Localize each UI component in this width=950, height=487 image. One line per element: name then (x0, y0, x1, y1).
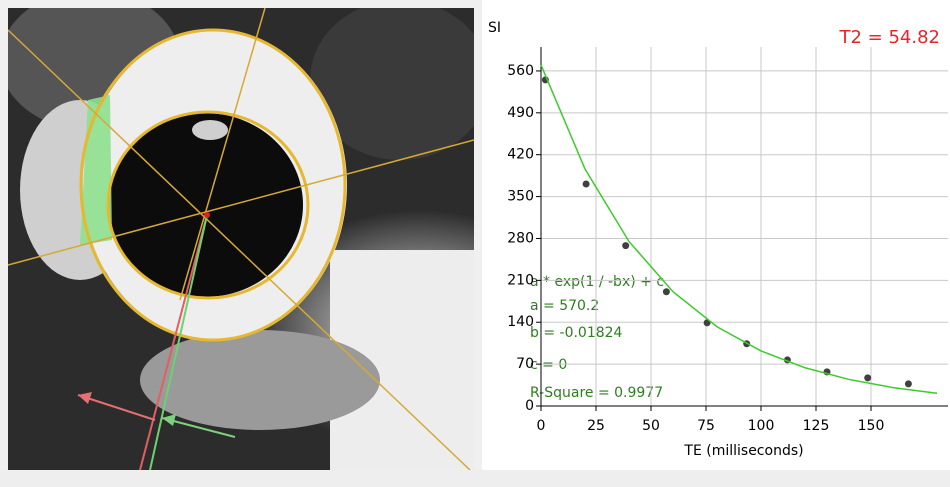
data-point (622, 242, 629, 249)
y-axis-label: SI (488, 20, 501, 36)
fit-r-square: R-Square = 0.9977 (530, 385, 663, 401)
data-point (864, 374, 871, 381)
x-tick-label: 25 (587, 418, 605, 434)
fit-param: b = -0.01824 (530, 325, 623, 341)
fit-equation: a * exp(1 / -bx) + c (530, 274, 664, 290)
t2-annotation: T2 = 54.82 (838, 27, 940, 48)
y-tick-label: 140 (507, 314, 534, 330)
y-tick-label: 560 (507, 63, 534, 79)
y-tick-label: 70 (516, 356, 534, 372)
x-tick-label: 125 (803, 418, 830, 434)
x-tick-label: 75 (697, 418, 715, 434)
fit-param: c = 0 (530, 357, 567, 373)
screen: SI TE (milliseconds) T2 = 54.82 a * exp(… (0, 0, 950, 487)
fit-param: a = 570.2 (530, 298, 599, 314)
y-tick-label: 280 (507, 230, 534, 246)
x-tick-label: 100 (748, 418, 775, 434)
y-tick-label: 0 (525, 398, 534, 414)
x-tick-label: 150 (858, 418, 885, 434)
x-tick-label: 0 (537, 418, 546, 434)
status-bar (0, 470, 950, 487)
y-tick-label: 350 (507, 189, 534, 205)
data-point (905, 380, 912, 387)
y-tick-label: 210 (507, 272, 534, 288)
data-point (663, 288, 670, 295)
x-axis-label: TE (milliseconds) (683, 443, 803, 459)
y-tick-label: 420 (507, 147, 534, 163)
x-tick-label: 50 (642, 418, 660, 434)
data-point (583, 181, 590, 188)
y-tick-label: 490 (507, 105, 534, 121)
